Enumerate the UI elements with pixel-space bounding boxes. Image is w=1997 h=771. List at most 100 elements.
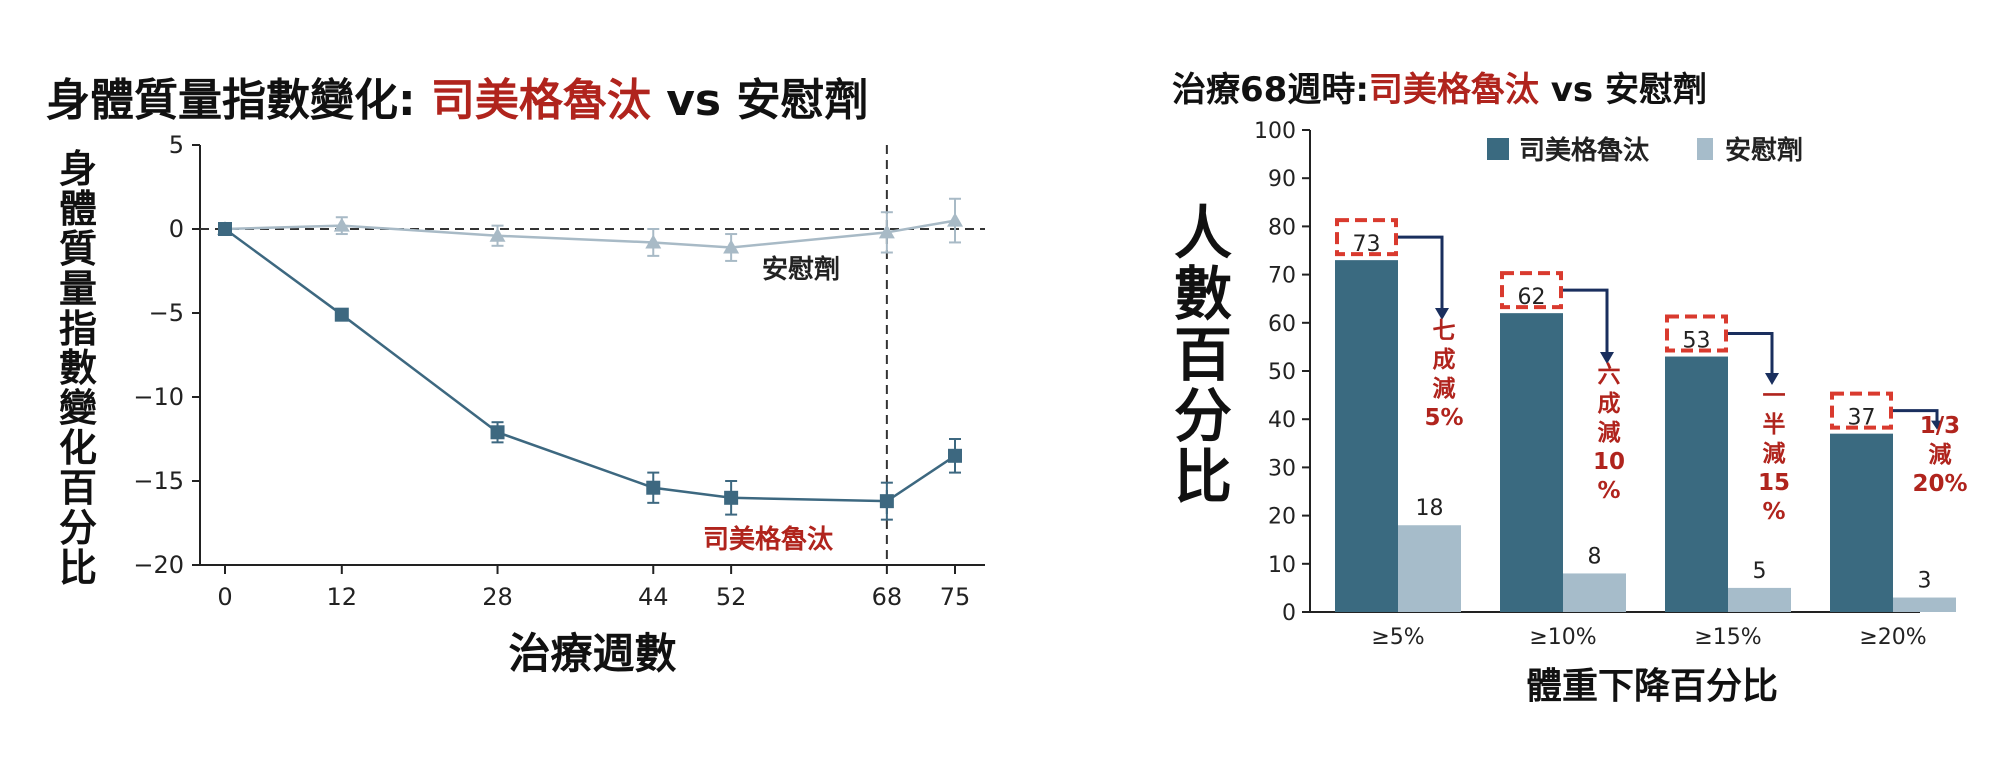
chart1-y-axis-label-char: 量 [58, 266, 97, 311]
chart1-point [948, 448, 962, 463]
chart1-point [646, 480, 661, 495]
chart2-bar [1665, 356, 1728, 612]
chart1-y-axis-label-char: 變 [58, 386, 97, 431]
chart2-title: 治療68週時:司美格魯汰 vs 安慰劑 [1172, 70, 1707, 110]
chart2-legend-swatch [1697, 138, 1713, 160]
chart2-x-tick-label: ≥5% [1371, 625, 1424, 650]
chart1-series-label: 安慰劑 [762, 254, 840, 285]
chart1-y-axis-label-char: 百 [58, 466, 97, 511]
chart2-x-axis-label: 體重下降百分比 [1526, 666, 1778, 707]
chart1-y-tick-label: −5 [149, 299, 184, 327]
chart2-bar [1728, 587, 1791, 612]
chart2-highlight-box [1500, 271, 1563, 310]
chart2-y-tick-label: 30 [1268, 456, 1296, 481]
chart2-y-tick-label: 10 [1268, 553, 1296, 578]
chart2-y-axis-label-char: 數 [1173, 259, 1232, 328]
chart1-y-tick-label: 5 [169, 131, 184, 159]
chart1-x-tick-label: 0 [217, 583, 232, 611]
chart1-y-axis-label: 身體質量指數變化百分比 [52, 147, 104, 589]
chart1-y-tick-label: −20 [133, 551, 184, 579]
chart2-value-label: 3 [1918, 569, 1932, 594]
chart2-x-tick-label: ≥20% [1859, 625, 1926, 650]
chart2-annotation: 七 [1433, 318, 1456, 344]
chart1-y-axis-label-char: 數 [58, 346, 97, 391]
chart2-bar [1500, 313, 1563, 612]
chart2-y-axis-label-char: 百 [1173, 320, 1232, 389]
chart1-point [218, 222, 232, 236]
chart1-point [645, 234, 662, 249]
chart2-y-axis-label: 人數百分比 [1168, 203, 1238, 507]
chart1-point [879, 494, 894, 509]
chart2-y-tick-label: 80 [1268, 215, 1296, 240]
chart1-y-axis-label-char: 指 [58, 306, 97, 351]
chart2-bar [1563, 573, 1626, 612]
chart2-highlight-box [1830, 391, 1893, 430]
chart1-y-axis-label-char: 身 [58, 147, 97, 191]
chart2-annotation: 減 [1433, 376, 1456, 402]
chart1-point [878, 224, 895, 239]
chart1-point [489, 227, 506, 242]
chart2-annotation: % [1762, 499, 1785, 525]
chart2-y-tick-label: 20 [1268, 505, 1296, 530]
chart1-point [723, 239, 740, 254]
chart2-bar [1398, 525, 1461, 612]
chart2-highlight-box [1335, 218, 1398, 257]
chart2-value-label: 18 [1416, 496, 1444, 521]
chart2-arrowhead [1931, 420, 1943, 430]
chart2-arrow [1563, 288, 1609, 354]
chart2-legend-label: 安慰劑 [1725, 135, 1803, 166]
chart1-y-tick-label: 0 [169, 215, 184, 243]
chart2-annotation: 六 [1598, 362, 1621, 388]
chart2-annotation: 半 [1763, 412, 1786, 438]
chart1-y-tick-label: −10 [133, 383, 184, 411]
chart2-arrow [1728, 332, 1774, 375]
chart1-title: 身體質量指數變化: 司美格魯汰 vs 安慰劑 [46, 75, 869, 126]
chart2-arrowhead [1435, 308, 1449, 320]
chart2-arrow [1398, 235, 1444, 310]
chart2-legend-swatch [1487, 138, 1509, 160]
chart2-y-tick-label: 70 [1268, 264, 1296, 289]
chart2-arrow [1893, 409, 1939, 423]
chart2-annotation: 15 [1758, 470, 1790, 496]
chart1-point [490, 425, 505, 440]
chart2-highlight-box [1665, 314, 1728, 353]
chart1-series-label: 司美格魯汰 [703, 524, 833, 555]
chart2-annotation: 5% [1424, 405, 1463, 431]
chart2-y-tick-label: 60 [1268, 312, 1296, 337]
chart2-arrowhead [1600, 352, 1614, 364]
chart2-value-label: 8 [1588, 544, 1602, 569]
chart2-y-tick-label: 40 [1268, 408, 1296, 433]
chart1-point [724, 490, 739, 505]
chart1-x-axis-label: 治療週數 [508, 629, 676, 678]
chart2-bar [1335, 260, 1398, 612]
chart2-arrowhead [1765, 373, 1779, 385]
chart2-annotation: 減 [1929, 442, 1952, 468]
chart1-x-tick-label: 12 [327, 583, 358, 611]
chart2-y-tick-label: 100 [1254, 119, 1296, 144]
chart2-annotation: 20% [1912, 471, 1967, 497]
chart2-annotation: 一 [1763, 383, 1786, 409]
chart1-y-axis-label-char: 體 [58, 186, 97, 231]
chart2-x-tick-label: ≥10% [1529, 625, 1596, 650]
chart1-series-line [224, 219, 956, 249]
chart1-point [334, 307, 349, 322]
chart2-annotation: 成 [1433, 347, 1456, 373]
chart1-x-tick-label: 68 [872, 583, 903, 611]
chart2-y-axis-label-char: 比 [1173, 442, 1232, 511]
chart1-x-tick-label: 52 [716, 583, 747, 611]
chart2-legend-label: 司美格魯汰 [1519, 135, 1649, 166]
chart1-point [947, 212, 963, 227]
chart2-annotation: 1/3 [1920, 413, 1960, 439]
chart2-value-label: 5 [1753, 559, 1767, 584]
chart2-y-tick-label: 50 [1268, 360, 1296, 385]
chart2-annotation: 減 [1763, 441, 1786, 467]
chart1-series-line [224, 227, 956, 503]
chart1-y-axis-label-char: 質 [58, 226, 97, 271]
chart1-x-tick-label: 75 [940, 583, 971, 611]
chart1-y-axis-label-char: 分 [58, 506, 97, 551]
chart2-annotation: 成 [1598, 391, 1621, 417]
chart1-y-axis-label-char: 化 [58, 426, 97, 471]
chart2-x-tick-label: ≥15% [1694, 625, 1761, 650]
chart1-point [333, 217, 350, 232]
